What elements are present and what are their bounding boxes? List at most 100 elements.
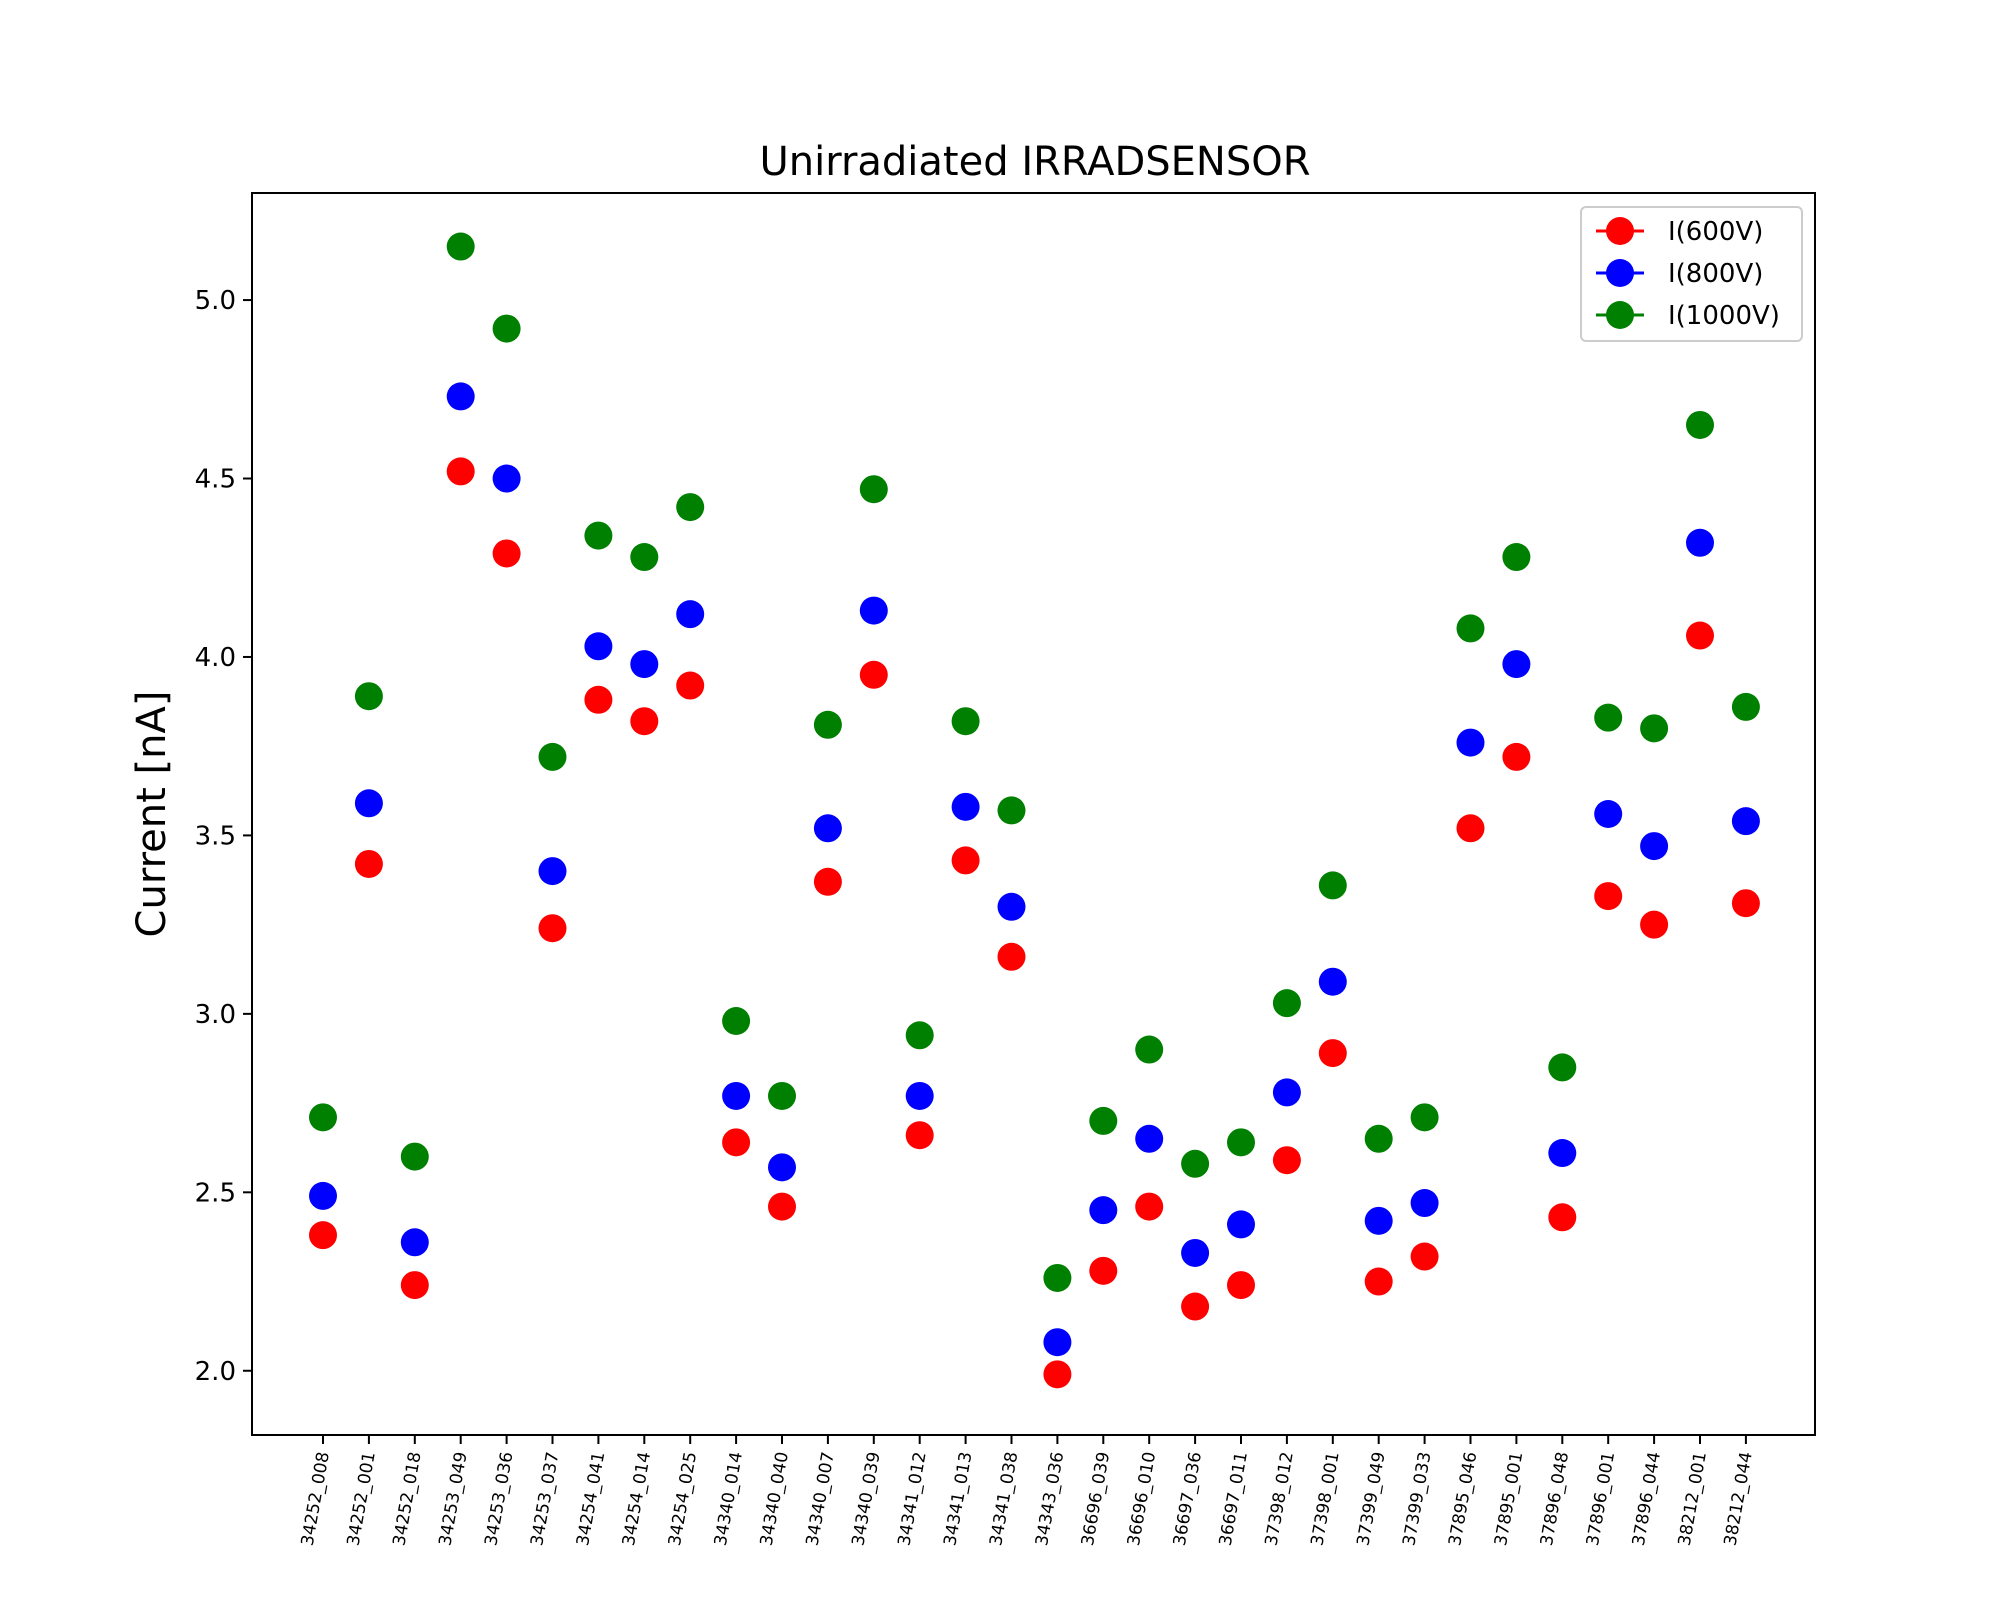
data-point-i600v: [1181, 1292, 1210, 1321]
y-tick-label: 2.5: [195, 1178, 236, 1208]
data-point-i600v: [309, 1221, 337, 1250]
x-axis: 34252_008 34252_001 34252_018 34253_049 3425…: [298, 1435, 1757, 1547]
data-point-i600v: [400, 1271, 429, 1300]
data-point-i600v: [768, 1192, 796, 1221]
data-point-i1000v: [1640, 714, 1669, 743]
data-point-i800v: [1135, 1124, 1164, 1153]
x-tick-label: 36697_036: [1170, 1450, 1206, 1547]
data-point-i800v: [951, 792, 980, 821]
y-axis-label: Current [nA]: [129, 691, 175, 938]
legend-label: I(600V): [1668, 217, 1763, 247]
data-point-i1000v: [1135, 1035, 1164, 1064]
x-tick-label: 34341_013: [940, 1450, 976, 1547]
x-tick-label: 34341_038: [986, 1450, 1022, 1547]
x-tick-label: 34252_001: [344, 1450, 380, 1547]
data-point-i1000v: [1043, 1263, 1072, 1292]
data-point-i1000v: [354, 682, 383, 711]
x-tick-label: 34252_018: [390, 1450, 426, 1547]
data-point-i800v: [1364, 1206, 1393, 1235]
data-point-i600v: [676, 671, 705, 700]
x-tick-label: 34340_039: [849, 1450, 885, 1547]
data-point-i800v: [1043, 1328, 1072, 1357]
y-axis: 2.0 2.5 3.0 3.5 4.0 4.5 5.0: [195, 286, 252, 1387]
data-point-i600v: [1364, 1267, 1393, 1296]
y-tick-label: 5.0: [195, 286, 236, 316]
data-point-i1000v: [1456, 614, 1485, 643]
y-tick-label: 3.0: [195, 1000, 236, 1030]
x-tick-label: 34254_014: [619, 1450, 655, 1547]
x-tick-label: 37398_001: [1308, 1450, 1344, 1547]
data-point-i1000v: [951, 707, 980, 736]
data-point-i600v: [1502, 742, 1531, 771]
data-point-i1000v: [1181, 1149, 1210, 1178]
data-point-i1000v: [1594, 703, 1623, 732]
plot-area-frame: [251, 192, 1816, 1436]
y-tick-label: 4.5: [195, 465, 236, 495]
data-point-i600v: [1135, 1192, 1164, 1221]
data-point-i600v: [1318, 1039, 1347, 1068]
data-point-i1000v: [1502, 543, 1531, 572]
data-point-i600v: [1456, 814, 1485, 843]
data-point-i600v: [722, 1128, 751, 1157]
data-point-i800v: [1410, 1189, 1439, 1218]
x-tick-label: 37399_033: [1399, 1450, 1435, 1547]
data-point-i1000v: [813, 710, 842, 739]
data-point-i1000v: [400, 1142, 429, 1171]
data-point-i1000v: [1410, 1103, 1439, 1132]
data-point-i1000v: [997, 796, 1026, 825]
x-tick-label: 34340_014: [711, 1450, 747, 1547]
legend-marker: [1606, 259, 1634, 287]
data-point-i800v: [309, 1181, 337, 1210]
data-point-i800v: [768, 1153, 796, 1182]
data-point-i800v: [400, 1228, 429, 1257]
data-point-i1000v: [1548, 1053, 1577, 1082]
data-point-i600v: [584, 685, 613, 714]
data-point-i1000v: [309, 1103, 337, 1132]
data-point-i600v: [354, 849, 383, 878]
y-tick-label: 4.0: [195, 643, 236, 673]
legend: I(600V) I(800V) I(1000V): [1580, 206, 1803, 342]
data-point-i800v: [1272, 1078, 1301, 1107]
data-point-i600v: [859, 660, 888, 689]
data-point-i600v: [997, 942, 1026, 971]
data-point-i1000v: [905, 1021, 934, 1050]
data-point-i600v: [1548, 1203, 1577, 1232]
x-tick-label: 34254_041: [573, 1450, 609, 1547]
data-point-i800v: [492, 464, 521, 493]
x-tick-label: 37398_012: [1262, 1450, 1298, 1547]
x-tick-label: 34253_037: [527, 1450, 563, 1547]
data-point-i1000v: [446, 232, 475, 261]
x-tick-label: 37896_001: [1583, 1450, 1619, 1547]
data-point-i600v: [951, 846, 980, 875]
data-point-i800v: [1640, 832, 1669, 861]
x-tick-label: 37896_044: [1629, 1450, 1665, 1547]
data-point-i800v: [584, 632, 613, 661]
data-point-i800v: [1502, 650, 1531, 679]
x-tick-label: 34341_012: [894, 1450, 930, 1547]
data-point-i600v: [1089, 1256, 1118, 1285]
data-point-i600v: [1227, 1271, 1255, 1300]
x-tick-label: 37399_049: [1353, 1450, 1389, 1547]
data-point-i800v: [1456, 728, 1485, 757]
data-point-i800v: [1318, 967, 1347, 996]
data-point-i1000v: [1686, 410, 1714, 439]
data-point-i1000v: [630, 543, 659, 572]
legend-label: I(1000V): [1668, 301, 1780, 331]
x-tick-label: 34253_036: [481, 1450, 517, 1547]
data-point-i1000v: [768, 1081, 796, 1110]
x-tick-label: 34340_007: [803, 1450, 839, 1547]
x-tick-label: 37896_048: [1537, 1450, 1573, 1547]
data-point-i600v: [1731, 889, 1760, 918]
x-tick-label: 34340_040: [757, 1450, 793, 1547]
data-point-i800v: [1181, 1238, 1210, 1267]
data-point-i600v: [1594, 882, 1623, 911]
data-point-i1000v: [1227, 1128, 1255, 1157]
x-tick-label: 34343_036: [1032, 1450, 1068, 1547]
data-point-i600v: [446, 457, 475, 486]
data-point-i600v: [1686, 621, 1714, 650]
legend-marker: [1606, 217, 1634, 245]
data-point-i800v: [1594, 800, 1623, 828]
data-point-i800v: [354, 789, 383, 818]
data-point-i1000v: [1318, 871, 1347, 900]
